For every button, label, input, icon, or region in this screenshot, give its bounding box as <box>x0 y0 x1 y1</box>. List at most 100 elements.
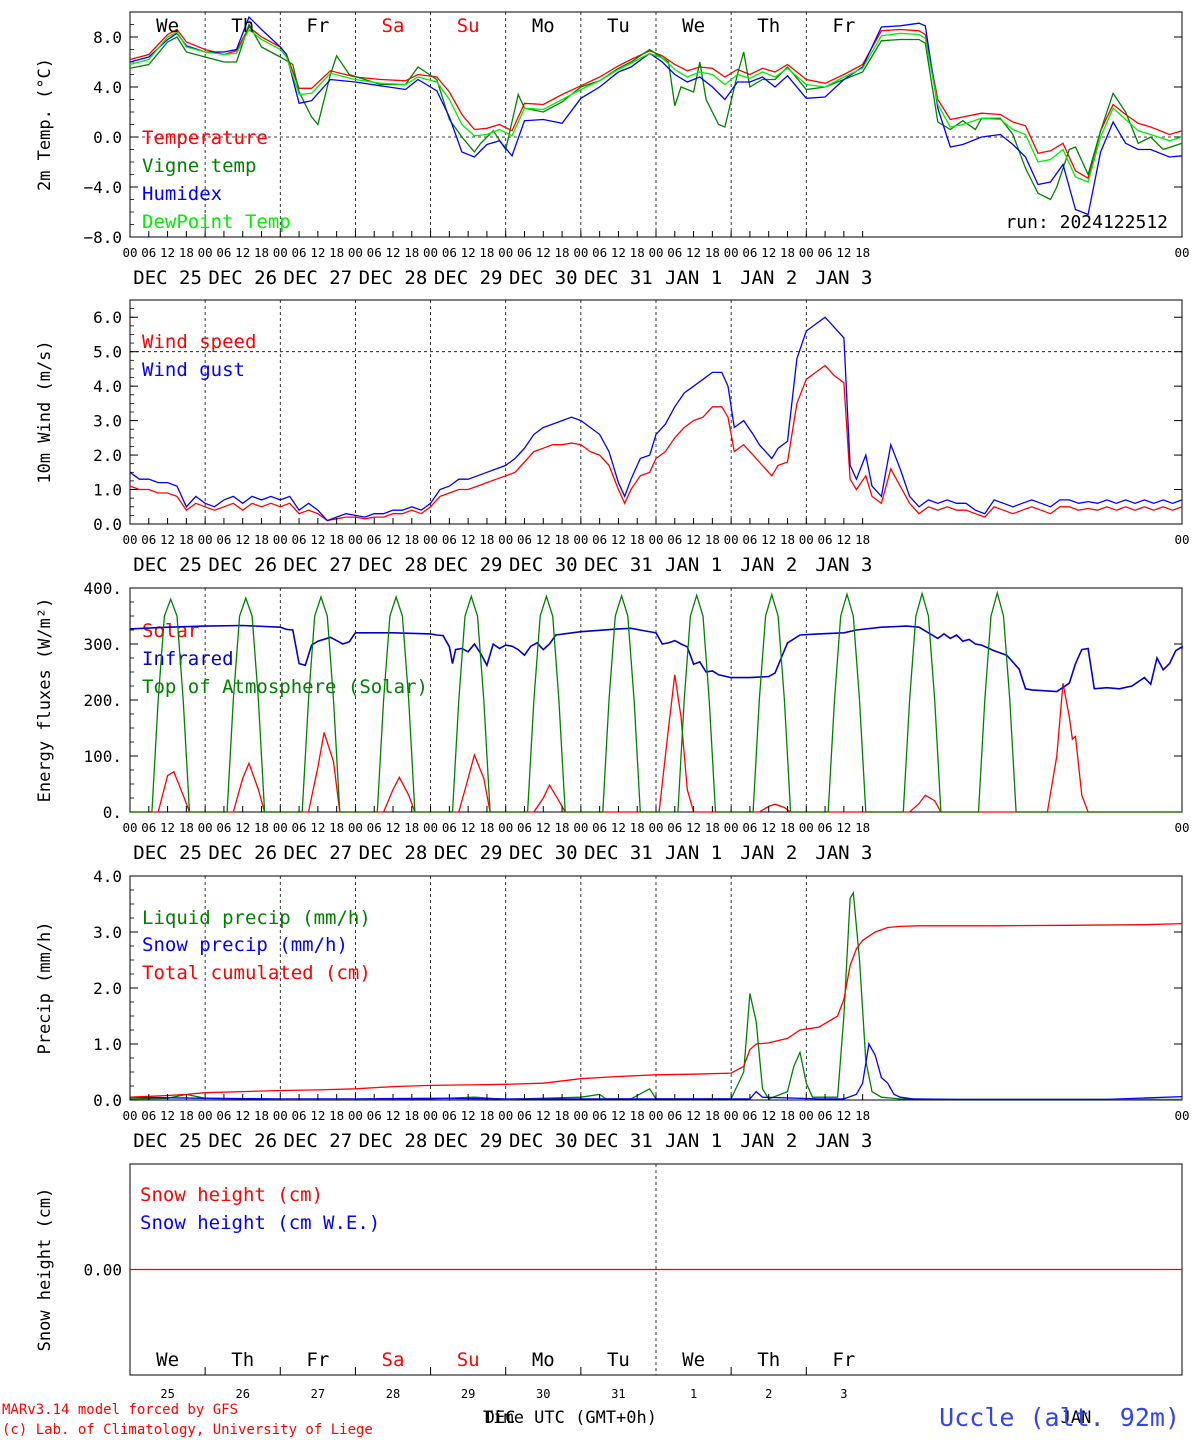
panel-1-hour-label: 00 <box>648 245 663 260</box>
panel-3-hour-label: 00 <box>799 820 814 835</box>
panel-3-hour-label: 12 <box>310 820 325 835</box>
panel-5-weekday-label: Sa <box>382 1349 405 1371</box>
panel-2-date-label: DEC 30 <box>509 554 578 576</box>
panel-3-hour-label: 00 <box>348 820 363 835</box>
panel-2-hour-label: 00 <box>122 532 137 547</box>
panel-4-hour-label: 00 <box>799 1108 814 1123</box>
panel-3-hour-label: 12 <box>536 820 551 835</box>
panel-4-date-label: DEC 28 <box>359 1130 428 1152</box>
panel-4-hour-label: 18 <box>404 1108 419 1123</box>
panel-2-hour-label: 12 <box>160 532 175 547</box>
panel-2-ytick-label: 1.0 <box>93 481 122 500</box>
panel-1-hour-label: 18 <box>179 245 194 260</box>
panel-4-hour-label: 06 <box>442 1108 457 1123</box>
panel-1-series-4-line <box>129 28 1183 183</box>
panel-1-legend-4: DewPoint Temp <box>142 211 291 233</box>
panel-2-hour-label: 18 <box>254 532 269 547</box>
panel-1-series-2-line <box>129 22 1183 201</box>
run-label: run: 2024122512 <box>1005 212 1168 233</box>
panel-2-hour-label: 18 <box>329 532 344 547</box>
panel-4-hour-label: 00 <box>498 1108 513 1123</box>
panel-3-hour-label: 12 <box>235 820 250 835</box>
panel-4-legend-3: Total cumulated (cm) <box>142 962 371 984</box>
footer-model: MARv3.14 model forced by GFS <box>2 1402 238 1418</box>
panel-4-hour-label: 06 <box>818 1108 833 1123</box>
panel-4-hour-label: 00 <box>198 1108 213 1123</box>
panel-3-ylabel: Energy fluxes (W/m²) <box>35 598 55 803</box>
panel-3-hour-label: 00 <box>198 820 213 835</box>
panel-1-hour-label: 18 <box>254 245 269 260</box>
panel-5-ytick-label: 0.00 <box>83 1261 122 1280</box>
panel-2-hour-label: 06 <box>216 532 231 547</box>
bottom-day-number: 31 <box>611 1387 625 1401</box>
panel-2-hour-label: 18 <box>404 532 419 547</box>
panel-2-hour-label: 00 <box>198 532 213 547</box>
panel-3-hour-label: 18 <box>479 820 494 835</box>
panel-2-hour-label: 06 <box>367 532 382 547</box>
panel-3-date-label: DEC 30 <box>509 842 578 864</box>
panel-3-hour-label: 00 <box>122 820 137 835</box>
panel-4-hour-label: 18 <box>705 1108 720 1123</box>
panel-2-hour-label: 06 <box>667 532 682 547</box>
panel-4-hour-label: 18 <box>179 1108 194 1123</box>
panel-1-hour-label: 06 <box>517 245 532 260</box>
panel-1-hour-label: 00 <box>273 245 288 260</box>
panel-5-weekday-label: Tu <box>607 1349 630 1371</box>
bottom-day-number: 30 <box>536 1387 550 1401</box>
panel-2-hour-label: 12 <box>761 532 776 547</box>
panel-4-hour-label: 12 <box>385 1108 400 1123</box>
station-label: Uccle (alt. 92m) <box>939 1403 1180 1432</box>
panel-2-date-label: DEC 27 <box>284 554 353 576</box>
panel-2-hour-label: 06 <box>742 532 757 547</box>
panel-3-hour-label: 00 <box>498 820 513 835</box>
panel-2-hour-label: 06 <box>141 532 156 547</box>
x-axis-label: Time UTC (GMT+0h) <box>483 1408 657 1428</box>
panel-1-weekday-label: Mo <box>532 15 555 37</box>
panel-3-ytick-label: 400. <box>83 579 122 598</box>
panel-1-weekday-label: We <box>156 15 179 37</box>
panel-2-date-label: JAN 1 <box>665 554 722 576</box>
panel-1-weekday-label: Su <box>457 15 480 37</box>
bottom-day-number: 27 <box>311 1387 325 1401</box>
panel-1-date-label: DEC 26 <box>208 267 277 289</box>
panel-4-hour-label: 12 <box>310 1108 325 1123</box>
panel-3-hour-label: 00 <box>273 820 288 835</box>
panel-4-date-label: JAN 1 <box>665 1130 722 1152</box>
panel-1-hour-label: 18 <box>855 245 870 260</box>
panel-4-hour-label: 12 <box>611 1108 626 1123</box>
panel-2-hour-label: 18 <box>479 532 494 547</box>
panel-2-hour-label: 12 <box>536 532 551 547</box>
panel-1-date-label: DEC 27 <box>284 267 353 289</box>
panel-4-series-3-line <box>129 922 1183 1098</box>
panel-1-hour-label: 12 <box>461 245 476 260</box>
panel-1-ytick-label: 4.0 <box>93 78 122 97</box>
panel-3-hour-label: 18 <box>855 820 870 835</box>
panel-1-date-label: JAN 2 <box>740 267 797 289</box>
panel-1-weekday-label: Th <box>757 15 780 37</box>
panel-4-hour-label: 00 <box>122 1108 137 1123</box>
panel-4-hour-label: 12 <box>160 1108 175 1123</box>
panel-3-hour-label: 12 <box>611 820 626 835</box>
panel-4-hour-label: 06 <box>367 1108 382 1123</box>
panel-3-hour-label: 06 <box>442 820 457 835</box>
panel-5-weekday-label: Fr <box>832 1349 855 1371</box>
panel-1-weekday-label: We <box>682 15 705 37</box>
panel-4-ylabel: Precip (mm/h) <box>35 921 55 1054</box>
panel-1-weekday-label: Th <box>231 15 254 37</box>
panel-4-hour-label-final: 00 <box>1174 1108 1189 1123</box>
bottom-day-number: 2 <box>765 1387 772 1401</box>
panel-1-hour-label: 12 <box>761 245 776 260</box>
panel-1-hour-label: 00 <box>724 245 739 260</box>
panel-2-ytick-label: 3.0 <box>93 412 122 431</box>
bottom-day-number: 3 <box>840 1387 847 1401</box>
panel-5-legend-1: Snow height (cm) <box>140 1184 323 1206</box>
footer-lab: (c) Lab. of Climatology, University of L… <box>2 1422 373 1438</box>
panel-4-hour-label: 12 <box>536 1108 551 1123</box>
panel-2-hour-label: 00 <box>273 532 288 547</box>
panel-4-hour-label: 00 <box>724 1108 739 1123</box>
panel-3-hour-label: 18 <box>705 820 720 835</box>
panel-1-weekday-label: Fr <box>832 15 855 37</box>
panel-1-hour-label: 00 <box>198 245 213 260</box>
panel-4-ytick-label: 4.0 <box>93 867 122 886</box>
panel-1-date-label: DEC 28 <box>359 267 428 289</box>
